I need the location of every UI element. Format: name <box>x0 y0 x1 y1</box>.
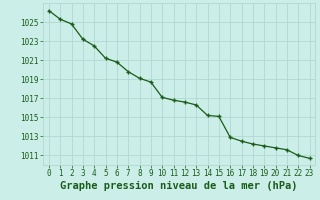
X-axis label: Graphe pression niveau de la mer (hPa): Graphe pression niveau de la mer (hPa) <box>60 181 298 191</box>
